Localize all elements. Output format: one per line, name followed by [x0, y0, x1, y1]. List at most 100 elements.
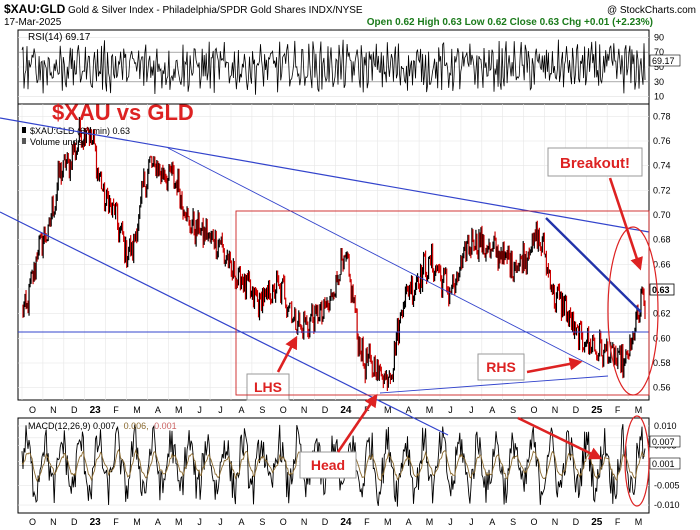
- price-tick-label: 0.78: [653, 111, 671, 121]
- x-tick-label: A: [155, 405, 161, 415]
- x-tick-label: A: [406, 405, 412, 415]
- macd-arrow: [517, 416, 603, 460]
- lhs-label: LHS: [254, 379, 282, 395]
- x-tick-label-bottom: J: [197, 517, 202, 527]
- x-tick-label: A: [489, 405, 495, 415]
- x-tick-label: M: [426, 405, 434, 415]
- downtrend-line: [545, 217, 642, 313]
- macd-ellipse: [624, 415, 650, 507]
- rsi-tick-label: 70: [654, 47, 664, 57]
- x-tick-label: M: [635, 405, 643, 415]
- neckline: [379, 375, 609, 394]
- macd-badge-2-value: 0.001: [652, 459, 675, 469]
- last-price-badge: [649, 283, 675, 296]
- volume-legend: Volume undef: [30, 137, 86, 147]
- x-tick-label-bottom: D: [573, 517, 580, 527]
- x-tick-label-bottom: F: [113, 517, 119, 527]
- macd-badge-1: [649, 435, 681, 448]
- x-tick-label: O: [29, 405, 36, 415]
- head-box: [299, 451, 357, 479]
- head-arrow: [336, 393, 378, 453]
- x-tick-label-bottom: A: [238, 517, 244, 527]
- rsi-tick-label: 10: [654, 92, 664, 102]
- breakout-ellipse: [607, 226, 659, 396]
- x-tick-label-bottom: A: [406, 517, 412, 527]
- annotations: Breakout! LHS RHS Head: [246, 147, 643, 479]
- head-label: Head: [311, 457, 345, 473]
- chart-symbol: $XAU:GLD: [4, 2, 66, 16]
- x-tick-label-bottom: M: [133, 517, 141, 527]
- x-tick-label-bottom: 25: [591, 517, 603, 528]
- x-tick-label: M: [384, 405, 392, 415]
- source-credit: @ StockCharts.com: [607, 5, 696, 16]
- chart-name: Gold & Silver Index - Philadelphia/SPDR …: [68, 5, 363, 16]
- price-tick-label: 0.62: [653, 309, 671, 319]
- rsi-tick-label: 90: [654, 32, 664, 42]
- x-tick-label: D: [71, 405, 78, 415]
- macd-tick-label: 0.010: [654, 421, 677, 431]
- channel-upper-trendline: [0, 117, 650, 233]
- price-tick-label: 0.66: [653, 259, 671, 269]
- rhs-label: RHS: [486, 359, 516, 375]
- x-tick-label-bottom: J: [469, 517, 474, 527]
- x-tick-label: J: [448, 405, 453, 415]
- x-tick-label-bottom: A: [155, 517, 161, 527]
- x-tick-label: J: [218, 405, 223, 415]
- price-tick-label: 0.76: [653, 136, 671, 146]
- price-tick-label: 0.74: [653, 161, 671, 171]
- macd-label-signal: 0.006,: [124, 421, 149, 431]
- rsi-current-badge: [649, 54, 681, 67]
- price-legend: $XAU:GLD (60 min) 0.63: [30, 126, 130, 136]
- x-tick-label: 25: [591, 405, 603, 416]
- price-tick-label: 0.60: [653, 333, 671, 343]
- rsi-line: [21, 39, 646, 95]
- price-tick-label: 0.70: [653, 210, 671, 220]
- macd-label-main: MACD(12,26,9) 0.007,: [28, 421, 118, 431]
- x-tick-label-bottom: M: [384, 517, 392, 527]
- price-legend-swatch: [22, 127, 26, 133]
- x-tick-label-bottom: N: [50, 517, 57, 527]
- lhs-arrow: [276, 335, 298, 373]
- inner-trendline: [167, 147, 601, 371]
- x-tick-label: N: [50, 405, 57, 415]
- x-tick-label: O: [531, 405, 538, 415]
- x-tick-label: 23: [90, 405, 102, 416]
- x-tick-label: D: [573, 405, 580, 415]
- x-tick-label-bottom: S: [510, 517, 516, 527]
- x-tick-label-bottom: M: [175, 517, 183, 527]
- x-tick-label-bottom: J: [448, 517, 453, 527]
- breakout-arrow: [608, 177, 643, 271]
- x-tick-label: F: [615, 405, 621, 415]
- x-tick-label-bottom: F: [615, 517, 621, 527]
- x-tick-label-bottom: O: [531, 517, 538, 527]
- volume-legend-swatch: [22, 138, 26, 144]
- macd-badge-2: [649, 457, 681, 470]
- x-tick-label-bottom: S: [259, 517, 265, 527]
- price-tick-label: 0.56: [653, 383, 671, 393]
- macd-label: MACD(12,26,9) 0.007, 0.006, 0.001: [28, 421, 177, 431]
- x-tick-label-bottom: D: [322, 517, 329, 527]
- x-tick-label: J: [469, 405, 474, 415]
- macd-tick-label: -0.005: [654, 480, 680, 490]
- x-tick-label: M: [133, 405, 141, 415]
- x-tick-label-bottom: N: [301, 517, 308, 527]
- x-tick-label-bottom: 24: [340, 517, 352, 528]
- breakout-label: Breakout!: [560, 155, 630, 172]
- x-tick-label: D: [322, 405, 329, 415]
- x-tick-label-bottom: M: [426, 517, 434, 527]
- macd-tick-label: -0.010: [654, 500, 680, 510]
- rsi-tick-label: 50: [654, 62, 664, 72]
- last-price-value: 0.63: [652, 285, 670, 295]
- x-tick-label-bottom: N: [552, 517, 559, 527]
- rhs-arrow: [526, 357, 583, 374]
- x-tick-label: F: [113, 405, 119, 415]
- main-title: $XAU vs GLD: [52, 100, 194, 125]
- x-tick-label: A: [238, 405, 244, 415]
- x-tick-label-bottom: A: [489, 517, 495, 527]
- rsi-tick-label: 30: [654, 77, 664, 87]
- x-tick-label-bottom: 23: [90, 517, 102, 528]
- x-tick-label: J: [197, 405, 202, 415]
- lhs-box: [246, 373, 290, 401]
- x-tick-label-bottom: D: [71, 517, 78, 527]
